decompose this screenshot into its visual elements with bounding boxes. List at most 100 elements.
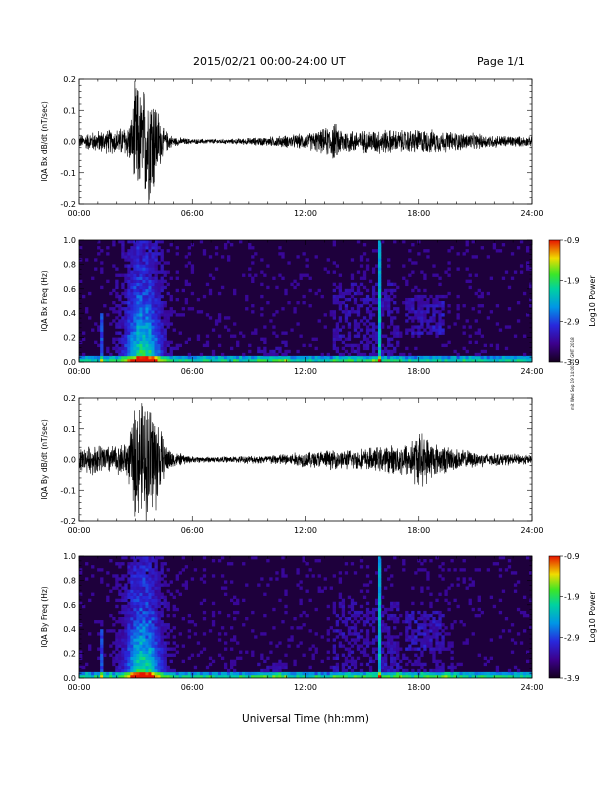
spectrogram-cell [390, 604, 394, 609]
spectrogram-cell [326, 629, 330, 633]
spectrogram-cell [142, 349, 146, 354]
spectrogram-cell [139, 595, 143, 599]
spectrogram-cell [483, 349, 487, 354]
spectrogram-cell [293, 662, 297, 667]
spectrogram-cell [426, 635, 430, 639]
page-title: 2015/02/21 00:00-24:00 UT [193, 55, 346, 68]
spectrogram-cell [100, 656, 104, 660]
spectrogram-cell [281, 574, 285, 578]
spectrogram-cell [299, 358, 303, 362]
spectrogram-cell [169, 580, 173, 584]
y-tick-label: 0.0 [63, 674, 76, 683]
spectrogram-cell [145, 565, 149, 569]
spectrogram-cell [426, 310, 430, 314]
spectrogram-cell [462, 623, 466, 627]
spectrogram-cell [151, 243, 155, 247]
spectrogram-cell [356, 352, 361, 357]
spectrogram-cell [145, 665, 149, 670]
spectrogram-cell [260, 307, 264, 311]
spectrogram-cell [390, 310, 394, 314]
spectrogram-cell [278, 659, 282, 664]
spectrogram-cell [223, 355, 228, 360]
spectrogram-cell [157, 641, 161, 645]
spectrogram-cell [456, 307, 460, 311]
spectrogram-cell [130, 322, 134, 326]
spectrogram-cell [263, 355, 267, 360]
spectrogram-cell [196, 671, 201, 676]
spectrogram-cell [374, 607, 379, 612]
spectrogram-cell [426, 629, 430, 633]
spectrogram-cell [160, 331, 164, 335]
spectrogram-cell [148, 595, 152, 599]
spectrogram-cell [160, 638, 164, 642]
x-tick-label: 06:00 [181, 367, 204, 376]
spectrogram-cell [347, 674, 352, 678]
spectrogram-cell [148, 316, 152, 320]
spectrogram-cell [377, 267, 382, 271]
spectrogram-cell [462, 355, 466, 360]
spectrogram-cell [127, 301, 131, 305]
spectrogram-cell [426, 297, 430, 302]
spectrogram-cell [341, 310, 346, 314]
spectrogram-cell [115, 671, 119, 676]
spectrogram-cell [314, 607, 318, 612]
spectrogram-cell [275, 674, 279, 678]
spectrogram-cell [432, 310, 436, 314]
spectrogram-cell [139, 668, 143, 673]
spectrogram-cell [124, 613, 128, 618]
spectrogram-cell [362, 355, 367, 360]
spectrogram-cell [139, 243, 143, 247]
spectrogram-cell [166, 607, 170, 612]
spectrogram-cell [148, 650, 152, 654]
spectrogram-cell [217, 610, 222, 615]
spectrogram-cell [462, 674, 466, 678]
spectrogram-cell [130, 349, 134, 354]
spectrogram-cell [429, 641, 433, 645]
spectrogram-cell [402, 240, 406, 244]
spectrogram-cell [236, 674, 240, 678]
spectrogram-cell [387, 671, 391, 676]
spectrogram-cell [353, 282, 358, 287]
spectrogram-cell [332, 261, 336, 265]
spectrogram-cell [196, 641, 201, 645]
spectrogram-cell [356, 291, 361, 296]
spectrogram-cell [230, 358, 234, 362]
spectrogram-cell [281, 255, 285, 259]
spectrogram-cell [124, 355, 128, 360]
spectrogram-cell [184, 583, 189, 587]
spectrogram-cell [525, 261, 530, 265]
spectrogram-cell [103, 355, 107, 360]
spectrogram-cell [381, 647, 385, 651]
spectrogram-cell [350, 562, 355, 566]
spectrogram-cell [498, 568, 503, 572]
spectrogram-cell [166, 623, 170, 627]
spectrogram-cell [127, 264, 131, 268]
spectrogram-cell [154, 334, 158, 338]
spectrogram-cell [199, 352, 204, 357]
spectrogram-cell [408, 355, 412, 360]
spectrogram-cell [393, 556, 397, 560]
spectrogram-cell [429, 674, 433, 678]
spectrogram-cell [133, 294, 137, 299]
spectrogram-cell [136, 610, 140, 615]
spectrogram-cell [130, 304, 134, 308]
spectrogram-cell [347, 665, 352, 670]
spectrogram-cell [160, 571, 164, 575]
spectrogram-cell [142, 346, 146, 351]
spectrogram-cell [441, 319, 445, 323]
colorbar-tick-label: -3.9 [564, 358, 580, 367]
x-tick-label: 24:00 [520, 209, 543, 218]
spectrogram-cell [371, 650, 376, 654]
spectrogram-cell [390, 288, 394, 293]
spectrogram-cell [154, 617, 158, 621]
spectrogram-cell [465, 349, 469, 354]
spectrogram-cell [112, 346, 116, 351]
spectrogram-cell [305, 358, 309, 362]
spectrogram-cell [142, 626, 146, 630]
spectrogram-cell [387, 264, 391, 268]
spectrogram-cell [483, 358, 487, 362]
spectrogram-cell [142, 319, 146, 323]
spectrogram-cell [368, 297, 373, 302]
spectrogram-cell [477, 328, 481, 332]
spectrogram-cell [420, 613, 424, 618]
